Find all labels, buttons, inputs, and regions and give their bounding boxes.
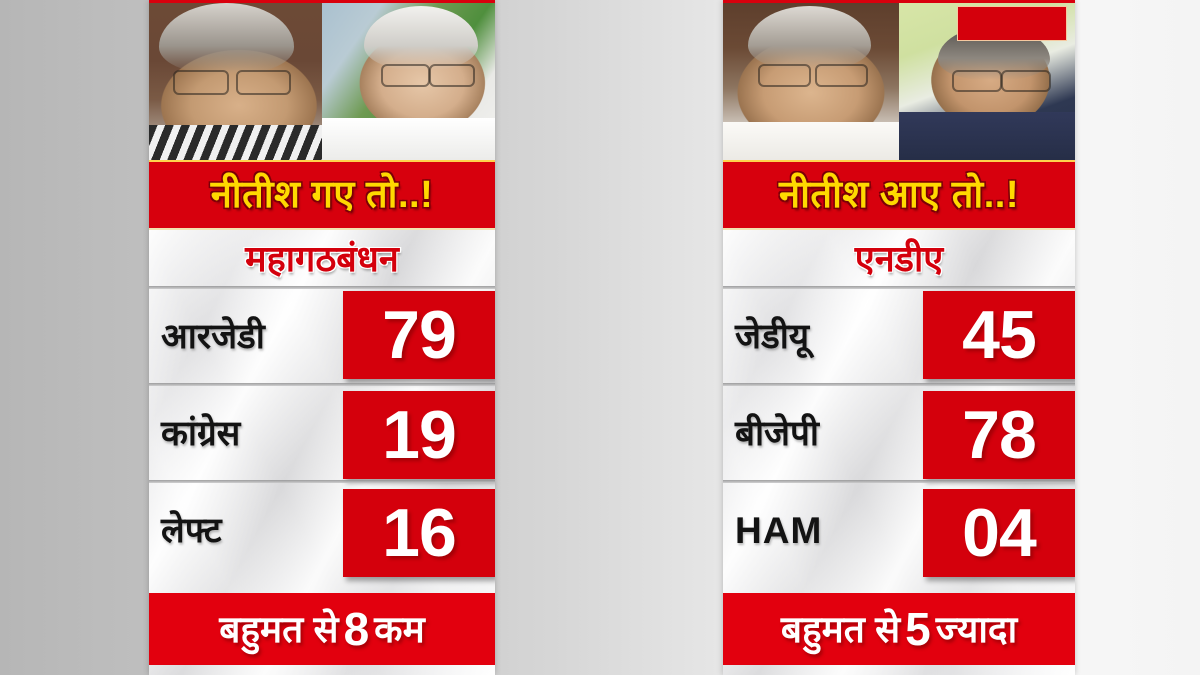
alliance-title-text: एनडीए — [854, 238, 944, 279]
panel-top-rule — [149, 0, 495, 3]
party-name-cell: HAM — [723, 482, 923, 579]
photo-nitish-kumar — [149, 0, 322, 160]
channel-logo-chip — [957, 6, 1067, 41]
results-board: महागठबंधन आरजेडी 79 कांग्रेस — [149, 230, 495, 675]
table-row: जेडीयू 45 — [723, 286, 1075, 385]
majority-footer-band: बहुमत से 5 ज्यादा — [723, 593, 1075, 665]
seat-count-box: 04 — [923, 488, 1075, 577]
party-rows: आरजेडी 79 कांग्रेस 19 — [149, 286, 495, 579]
party-name-cell: आरजेडी — [149, 288, 343, 385]
footer-number: 8 — [343, 603, 370, 655]
footer-prefix: बहुमत से — [780, 608, 901, 650]
headline-text: नीतीश गए तो..! — [210, 174, 434, 216]
face-image — [149, 0, 322, 160]
photo-lalu-prasad-yadav — [322, 0, 495, 160]
party-name-cell: लेफ्ट — [149, 482, 343, 579]
table-row: कांग्रेस 19 — [149, 383, 495, 482]
footer-suffix: कम — [374, 608, 425, 650]
row-divider — [723, 480, 1075, 483]
seat-count-box: 19 — [343, 390, 495, 479]
headline-band: नीतीश गए तो..! — [149, 160, 495, 230]
panel-top-rule — [723, 0, 1075, 3]
row-divider — [149, 480, 495, 483]
seat-count: 45 — [962, 296, 1037, 373]
party-rows: जेडीयू 45 बीजेपी 78 — [723, 286, 1075, 579]
table-row: HAM 04 — [723, 480, 1075, 579]
table-row: बीजेपी 78 — [723, 383, 1075, 482]
photo-nitish-kumar — [723, 0, 899, 160]
footer-number: 5 — [905, 603, 931, 655]
party-name: HAM — [735, 510, 823, 551]
photo-strip — [149, 0, 495, 160]
face-image — [322, 0, 495, 160]
row-divider — [723, 286, 1075, 289]
party-name: बीजेपी — [735, 414, 819, 453]
row-divider — [723, 383, 1075, 386]
table-row: लेफ्ट 16 — [149, 480, 495, 579]
seat-count: 04 — [962, 494, 1037, 571]
party-name: कांग्रेस — [161, 414, 241, 453]
party-name: लेफ्ट — [161, 511, 222, 550]
footer-prefix: बहुमत से — [219, 608, 339, 650]
headline-text: नीतीश आए तो..! — [778, 174, 1019, 216]
photo-strip — [723, 0, 1075, 160]
graphic-panel-mahagathbandhan: नीतीश गए तो..! महागठबंधन आरजेडी 79 — [149, 0, 495, 675]
party-name: आरजेडी — [161, 317, 265, 356]
party-name-cell: कांग्रेस — [149, 385, 343, 482]
seat-count: 16 — [382, 494, 457, 571]
table-row: आरजेडी 79 — [149, 286, 495, 385]
majority-footer-band: बहुमत से 8 कम — [149, 593, 495, 665]
seat-count-box: 45 — [923, 290, 1075, 379]
seat-count: 79 — [382, 296, 457, 373]
row-divider — [149, 383, 495, 386]
alliance-title: एनडीए — [723, 230, 1075, 288]
alliance-title-text: महागठबंधन — [245, 238, 399, 279]
face-image — [723, 0, 899, 160]
seat-count-box: 78 — [923, 390, 1075, 479]
party-name: जेडीयू — [735, 317, 810, 356]
headline-band: नीतीश आए तो..! — [723, 160, 1075, 230]
graphic-panel-nda: नीतीश आए तो..! एनडीए जेडीयू 45 — [723, 0, 1075, 675]
seat-count-box: 79 — [343, 290, 495, 379]
footer-suffix: ज्यादा — [935, 608, 1018, 650]
seat-count: 78 — [962, 396, 1037, 473]
photo-sushil-kumar-modi — [899, 0, 1075, 160]
party-name-cell: बीजेपी — [723, 385, 923, 482]
party-name-cell: जेडीयू — [723, 288, 923, 385]
seat-count: 19 — [382, 396, 457, 473]
alliance-title: महागठबंधन — [149, 230, 495, 288]
row-divider — [149, 286, 495, 289]
seat-count-box: 16 — [343, 488, 495, 577]
